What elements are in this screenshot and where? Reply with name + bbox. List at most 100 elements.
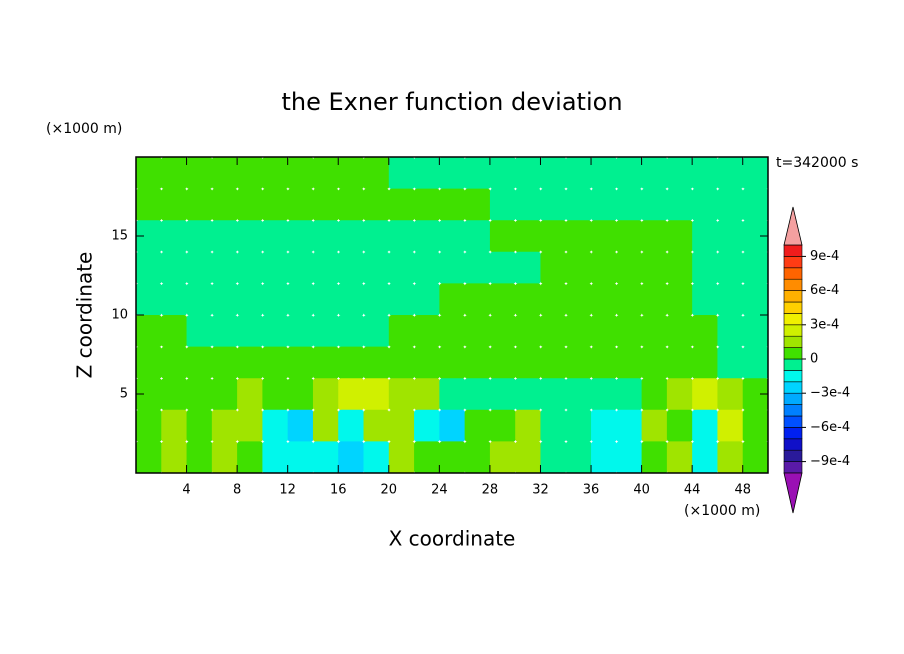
contour-cell <box>211 188 238 221</box>
contour-cell <box>388 315 415 348</box>
contour-cell <box>186 378 213 411</box>
contour-cell <box>136 409 162 442</box>
contour-cell <box>565 157 592 190</box>
contour-cell <box>742 188 769 221</box>
contour-cell <box>262 220 289 253</box>
contour-cell <box>211 220 238 253</box>
contour-cell <box>237 283 263 316</box>
contour-cell <box>692 378 718 411</box>
contour-cell <box>692 188 718 221</box>
contour-cell <box>312 283 339 316</box>
contour-cell <box>414 315 440 348</box>
contour-cell <box>363 188 390 221</box>
colorbar-tick-label: 6e-4 <box>810 283 839 298</box>
contour-cell <box>616 378 643 411</box>
contour-cell <box>616 188 643 221</box>
contour-cell <box>186 188 213 221</box>
contour-cell <box>388 378 415 411</box>
colorbar-box <box>783 256 803 269</box>
colorbar-tick-label: −3e-4 <box>810 386 850 401</box>
contour-cell <box>136 346 162 379</box>
contour-cell <box>312 188 339 221</box>
contour-cell <box>540 283 567 316</box>
colorbar-tick-label: 0 <box>810 352 818 367</box>
contour-cell <box>186 409 213 442</box>
contour-cell <box>287 409 314 442</box>
contour-cell <box>186 315 213 348</box>
colorbar-box <box>783 415 803 428</box>
colorbar-tick-label: 9e-4 <box>810 249 839 264</box>
contour-cell <box>540 157 567 190</box>
contour-cell <box>237 441 263 474</box>
contour-cell <box>464 409 491 442</box>
contour-cell <box>439 315 466 348</box>
contour-cell <box>464 251 491 284</box>
contour-cell <box>363 283 390 316</box>
contour-cell <box>489 220 516 253</box>
contour-cell <box>515 378 541 411</box>
x-tick-label: 36 <box>583 483 600 498</box>
x-tick-label: 12 <box>279 483 296 498</box>
contour-cell <box>565 251 592 284</box>
contour-cell <box>742 441 769 474</box>
contour-cell <box>540 441 567 474</box>
x-tick-label: 44 <box>684 483 701 498</box>
contour-cell <box>489 315 516 348</box>
contour-cell <box>641 378 668 411</box>
contour-cell <box>338 220 365 253</box>
contour-cell <box>136 251 162 284</box>
contour-cell <box>338 378 365 411</box>
contour-cell <box>287 188 314 221</box>
contour-cell <box>515 157 541 190</box>
contour-cell <box>666 346 693 379</box>
colorbar-extend-high <box>783 206 803 246</box>
contour-cell <box>565 441 592 474</box>
contour-cell <box>540 188 567 221</box>
contour-cell <box>161 441 188 474</box>
contour-cell <box>136 441 162 474</box>
colorbar-box <box>783 301 803 314</box>
contour-cell <box>666 409 693 442</box>
contour-cell <box>262 315 289 348</box>
contour-cell <box>540 251 567 284</box>
colorbar-box <box>783 358 803 371</box>
time-label: t=342000 s <box>776 155 858 171</box>
contour-cell <box>161 283 188 316</box>
contour-cell <box>237 220 263 253</box>
contour-cell <box>666 251 693 284</box>
contour-cell <box>464 188 491 221</box>
contour-cell <box>338 251 365 284</box>
contour-cell <box>439 441 466 474</box>
contour-cell <box>262 409 289 442</box>
colorbar-box <box>783 347 803 360</box>
x-tick-label: 24 <box>431 483 448 498</box>
contour-cell <box>666 378 693 411</box>
contour-cell <box>641 157 668 190</box>
contour-cell <box>363 315 390 348</box>
contour-cell <box>312 346 339 379</box>
x-tick-label: 8 <box>233 483 241 498</box>
contour-cell <box>692 409 718 442</box>
contour-cell <box>388 251 415 284</box>
contour-cell <box>464 378 491 411</box>
colorbar-tick-label: 3e-4 <box>810 317 839 332</box>
contour-cell <box>666 220 693 253</box>
colorbar-box <box>783 449 803 462</box>
contour-cell <box>414 188 440 221</box>
contour-cell <box>489 157 516 190</box>
contour-cell <box>565 378 592 411</box>
contour-cell <box>666 188 693 221</box>
contour-cell <box>136 220 162 253</box>
contour-cell <box>186 346 213 379</box>
contour-cell <box>616 283 643 316</box>
colorbar-box <box>783 404 803 417</box>
contour-cell <box>287 346 314 379</box>
colorbar-extend-low <box>783 472 803 514</box>
contour-cell <box>515 409 541 442</box>
contour-cell <box>616 157 643 190</box>
contour-cell <box>742 346 769 379</box>
contour-cell <box>464 441 491 474</box>
colorbar-tick-label: −6e-4 <box>810 420 850 435</box>
contour-cell <box>287 315 314 348</box>
contour-cell <box>565 220 592 253</box>
